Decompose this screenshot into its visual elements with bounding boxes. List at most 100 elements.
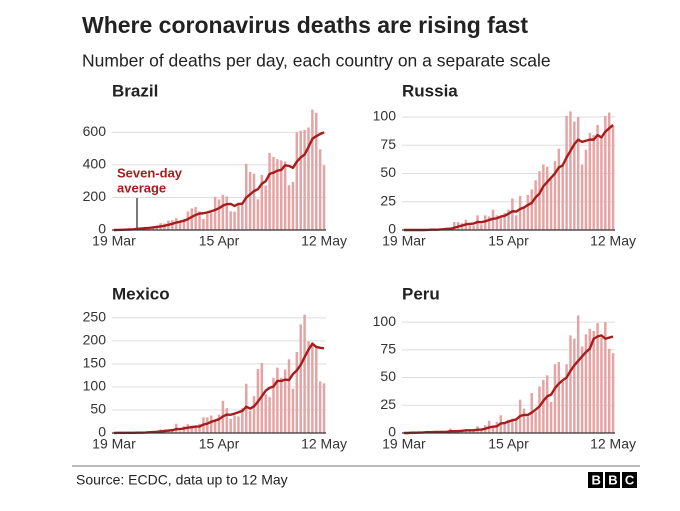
- bar: [487, 216, 491, 230]
- bar: [198, 211, 201, 230]
- subtitle: Number of deaths per day, each country o…: [82, 51, 551, 71]
- bar: [472, 225, 475, 230]
- bar: [503, 213, 506, 230]
- y-tick-label: 150: [83, 355, 107, 371]
- bar: [206, 417, 209, 433]
- y-tick-label: 100: [83, 378, 107, 394]
- bar: [507, 209, 510, 230]
- bar: [600, 337, 603, 433]
- bar: [229, 211, 232, 230]
- bar: [307, 341, 310, 433]
- bar: [213, 421, 217, 433]
- bar: [472, 430, 475, 433]
- bar: [549, 401, 553, 433]
- bar: [534, 180, 537, 230]
- bar: [311, 342, 314, 433]
- bar: [237, 202, 240, 230]
- bar: [190, 425, 194, 433]
- average-line: [113, 131, 325, 232]
- bar: [237, 416, 240, 433]
- bar: [565, 115, 568, 230]
- y-tick-label: 0: [98, 424, 106, 440]
- panel-title: Russia: [402, 81, 458, 100]
- bar: [303, 314, 306, 433]
- bar: [299, 324, 302, 433]
- bar: [569, 335, 572, 433]
- bar: [315, 347, 318, 433]
- x-tick-label: 12 May: [301, 436, 347, 452]
- bar: [186, 211, 190, 230]
- bar: [592, 330, 595, 433]
- bar: [287, 185, 291, 230]
- bar: [511, 198, 514, 230]
- bar: [264, 185, 267, 230]
- bar: [607, 112, 611, 230]
- bar: [225, 408, 229, 433]
- x-tick-label: 19 Mar: [92, 233, 136, 249]
- bar: [600, 136, 603, 230]
- bar: [276, 367, 279, 433]
- logo-text: BBC: [592, 472, 642, 487]
- bar: [526, 416, 530, 433]
- y-tick-label: 0: [388, 221, 396, 237]
- bar: [511, 418, 514, 433]
- bar: [248, 171, 252, 230]
- bar: [272, 156, 275, 230]
- bar: [233, 415, 236, 433]
- bar: [291, 388, 295, 433]
- bar: [307, 127, 310, 230]
- bar: [248, 410, 252, 433]
- bar: [194, 426, 197, 433]
- bar: [491, 426, 495, 433]
- bar: [225, 196, 229, 230]
- bar: [206, 213, 209, 230]
- bar: [280, 377, 283, 433]
- bar: [299, 130, 302, 230]
- y-tick-label: 200: [83, 332, 107, 348]
- average-line: [403, 334, 614, 435]
- bar: [311, 109, 314, 230]
- bar: [260, 175, 264, 230]
- y-tick-label: 400: [83, 156, 107, 172]
- bar: [580, 164, 584, 230]
- y-tick-label: 75: [380, 136, 396, 152]
- bar: [565, 364, 568, 433]
- bar: [252, 396, 256, 433]
- x-tick-label: 19 Mar: [382, 233, 426, 249]
- bar: [573, 121, 576, 230]
- panel-title: Peru: [402, 284, 440, 303]
- y-tick-label: 600: [83, 123, 107, 139]
- x-tick-label: 15 Apr: [488, 233, 529, 249]
- bar: [515, 419, 518, 433]
- bar: [576, 117, 580, 230]
- bar: [295, 132, 299, 230]
- bar: [315, 112, 318, 230]
- bar: [584, 149, 588, 230]
- bar: [213, 196, 217, 230]
- bar: [604, 322, 607, 433]
- bar: [217, 199, 221, 230]
- bar: [580, 346, 584, 433]
- y-tick-label: 0: [388, 424, 396, 440]
- y-tick-label: 50: [380, 164, 396, 180]
- bar: [553, 364, 557, 433]
- bar: [553, 161, 557, 230]
- bar: [171, 220, 174, 230]
- bar: [545, 375, 549, 433]
- bar: [611, 353, 615, 433]
- bar: [549, 179, 553, 230]
- bar: [209, 415, 213, 433]
- bar: [182, 219, 186, 230]
- bar: [155, 226, 158, 230]
- bar: [276, 159, 279, 230]
- bar: [198, 423, 201, 433]
- x-tick-label: 12 May: [590, 233, 636, 249]
- y-tick-label: 50: [90, 401, 106, 417]
- bar: [318, 149, 322, 230]
- bar: [303, 129, 306, 230]
- bar: [557, 148, 561, 230]
- bar: [178, 221, 182, 230]
- y-tick-label: 75: [380, 341, 396, 357]
- bar: [287, 359, 291, 433]
